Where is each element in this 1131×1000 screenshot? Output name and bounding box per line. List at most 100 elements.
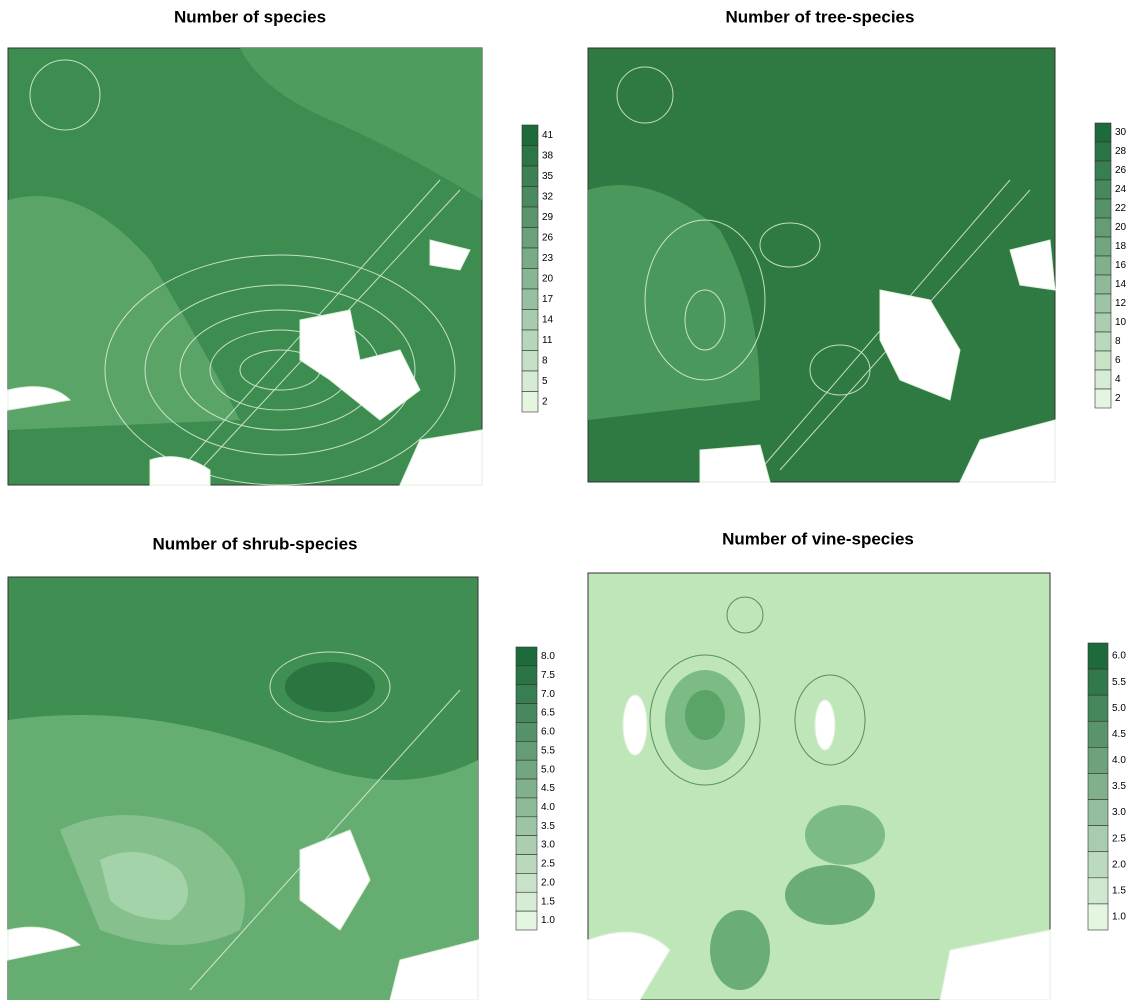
legend-swatch [1095, 199, 1111, 218]
legend-swatch [516, 836, 537, 855]
map [588, 573, 1050, 1000]
legend-label: 26 [1115, 165, 1127, 176]
legend-swatch [1088, 904, 1108, 930]
legend-swatch [1095, 389, 1111, 408]
legend-label: 35 [542, 171, 554, 182]
map [588, 48, 1055, 482]
legend-swatch [522, 187, 538, 208]
legend-label: 3.0 [1112, 807, 1126, 818]
legend-label: 16 [1115, 260, 1127, 271]
legend-swatch [1088, 721, 1108, 747]
legend-swatch [1088, 643, 1108, 669]
legend-label: 2 [1115, 393, 1121, 404]
legend-label: 4.0 [541, 802, 555, 813]
legend-label: 12 [1115, 298, 1127, 309]
legend-swatch [522, 269, 538, 290]
legend-label: 14 [1115, 279, 1127, 290]
legend-label: 8.0 [541, 651, 555, 662]
legend-label: 5.0 [541, 764, 555, 775]
legend-label: 18 [1115, 241, 1127, 252]
legend-swatch [516, 647, 537, 666]
legend-swatch [1095, 123, 1111, 142]
map [8, 48, 482, 485]
legend-label: 6.0 [541, 727, 555, 738]
legend-swatch [1095, 313, 1111, 332]
legend-swatch [1088, 878, 1108, 904]
legend-swatch [1095, 237, 1111, 256]
legend-swatch [516, 855, 537, 874]
legend-swatch [516, 779, 537, 798]
legend-swatch [522, 166, 538, 187]
legend-label: 4.5 [541, 783, 555, 794]
legend-label: 23 [542, 253, 554, 264]
legend-swatch [522, 125, 538, 146]
legend-label: 3.0 [541, 840, 555, 851]
legend-label: 29 [542, 212, 554, 223]
legend-label: 1.5 [541, 896, 555, 907]
legend-swatch [1095, 180, 1111, 199]
legend-label: 6 [1115, 355, 1121, 366]
legend-label: 26 [542, 232, 554, 243]
legend-swatch [1088, 747, 1108, 773]
legend-swatch [516, 666, 537, 685]
legend-label: 3.5 [541, 821, 555, 832]
legend-swatch [516, 741, 537, 760]
legend-label: 22 [1115, 203, 1127, 214]
legend-label: 1.0 [541, 915, 555, 926]
legend-label: 7.0 [541, 689, 555, 700]
legend-swatch [516, 911, 537, 930]
legend-label: 5.5 [1112, 677, 1126, 688]
legend-swatch [1095, 370, 1111, 389]
legend-swatch [1088, 852, 1108, 878]
legend-swatch [522, 330, 538, 351]
legend-label: 32 [542, 191, 554, 202]
legend-label: 20 [1115, 222, 1127, 233]
legend-swatch [522, 351, 538, 372]
legend-swatch [516, 685, 537, 704]
legend-swatch [522, 248, 538, 269]
legend-label: 6.5 [541, 708, 555, 719]
legend-label: 24 [1115, 184, 1127, 195]
legend-label: 2.5 [541, 859, 555, 870]
legend-label: 5.5 [541, 745, 555, 756]
legend-label: 38 [542, 150, 554, 161]
figure: Number of species41383532292623201714118… [0, 0, 1131, 1000]
legend-swatch [522, 392, 538, 413]
legend-label: 11 [542, 335, 553, 346]
panel-title: Number of species [174, 7, 326, 26]
legend-label: 20 [542, 273, 554, 284]
legend-swatch [1088, 826, 1108, 852]
legend-swatch [1095, 351, 1111, 370]
legend-swatch [516, 798, 537, 817]
legend-swatch [522, 146, 538, 167]
legend-label: 3.5 [1112, 781, 1126, 792]
legend-label: 4.0 [1112, 755, 1126, 766]
legend-label: 4 [1115, 374, 1121, 385]
legend-label: 30 [1115, 127, 1127, 138]
legend-swatch [1095, 218, 1111, 237]
panel-title: Number of shrub-species [153, 534, 358, 553]
legend-label: 28 [1115, 146, 1127, 157]
legend-label: 8 [542, 355, 548, 366]
legend-swatch [1088, 800, 1108, 826]
panel-title: Number of tree-species [726, 7, 915, 26]
legend-swatch [1095, 275, 1111, 294]
legend-swatch [516, 892, 537, 911]
legend-swatch [516, 760, 537, 779]
legend-label: 2.5 [1112, 833, 1126, 844]
legend-swatch [516, 873, 537, 892]
legend-swatch [1095, 142, 1111, 161]
legend-label: 7.5 [541, 670, 555, 681]
legend-swatch [522, 310, 538, 331]
legend-swatch [1088, 669, 1108, 695]
legend-label: 5 [542, 376, 548, 387]
legend-label: 4.5 [1112, 729, 1126, 740]
legend-label: 41 [542, 130, 554, 141]
legend-label: 2.0 [541, 877, 555, 888]
legend-swatch [1095, 332, 1111, 351]
legend-swatch [522, 289, 538, 310]
legend-swatch [522, 371, 538, 392]
legend-swatch [516, 817, 537, 836]
legend-swatch [516, 722, 537, 741]
panel-title: Number of vine-species [722, 529, 914, 548]
